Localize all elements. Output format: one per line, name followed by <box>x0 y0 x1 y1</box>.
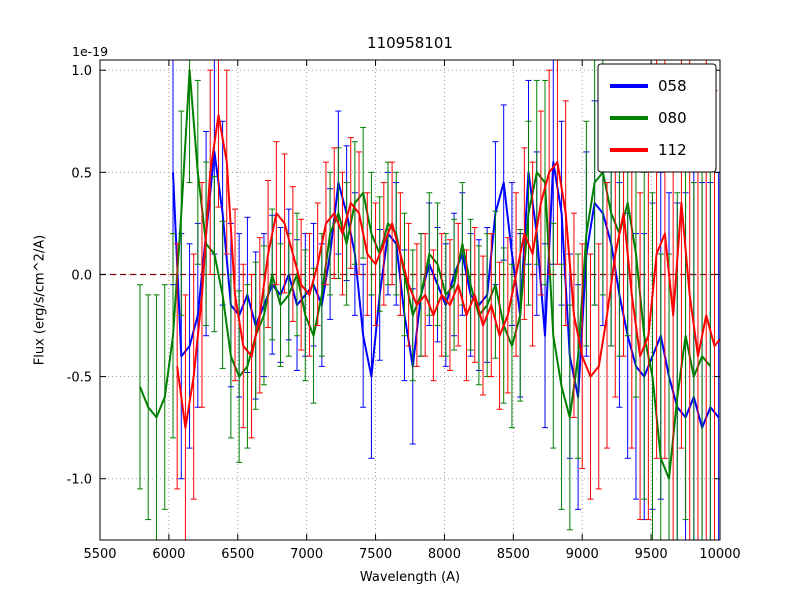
legend-label-058: 058 <box>658 77 687 95</box>
x-tick-label: 7000 <box>290 547 323 562</box>
x-axis-label: Wavelength (A) <box>359 570 461 585</box>
x-tick-label: 5500 <box>83 547 116 562</box>
y-tick-label: -1.0 <box>67 473 92 488</box>
y-tick-label: 0.5 <box>71 166 92 181</box>
legend-label-080: 080 <box>658 109 687 127</box>
x-tick-label: 8000 <box>428 547 461 562</box>
y-tick-label: 1.0 <box>71 64 92 79</box>
ticks: 5500 6000 6500 7000 7500 8000 8500 9000 9500 1000… <box>67 60 741 562</box>
series-line-112 <box>176 114 720 429</box>
x-tick-label: 10000 <box>699 547 740 562</box>
x-tick-label: 6500 <box>221 547 254 562</box>
y-axis-label: Flux (erg/s/cm^2/A) <box>32 234 48 366</box>
x-tick-label: 7500 <box>359 547 392 562</box>
y-tick-label: -0.5 <box>67 371 92 386</box>
legend: 058 080 112 <box>597 63 717 173</box>
legend-label-112: 112 <box>658 141 687 159</box>
y-tick-label: 0.0 <box>71 268 92 283</box>
x-tick-label: 9500 <box>635 547 668 562</box>
x-tick-label: 8500 <box>497 547 530 562</box>
x-tick-label: 6000 <box>152 547 185 562</box>
y-offset-label: 1e-19 <box>72 44 109 59</box>
legend-box <box>597 63 717 173</box>
axes-frame <box>99 59 721 541</box>
x-tick-label: 9000 <box>566 547 599 562</box>
chart-title: 110958101 <box>367 34 453 52</box>
